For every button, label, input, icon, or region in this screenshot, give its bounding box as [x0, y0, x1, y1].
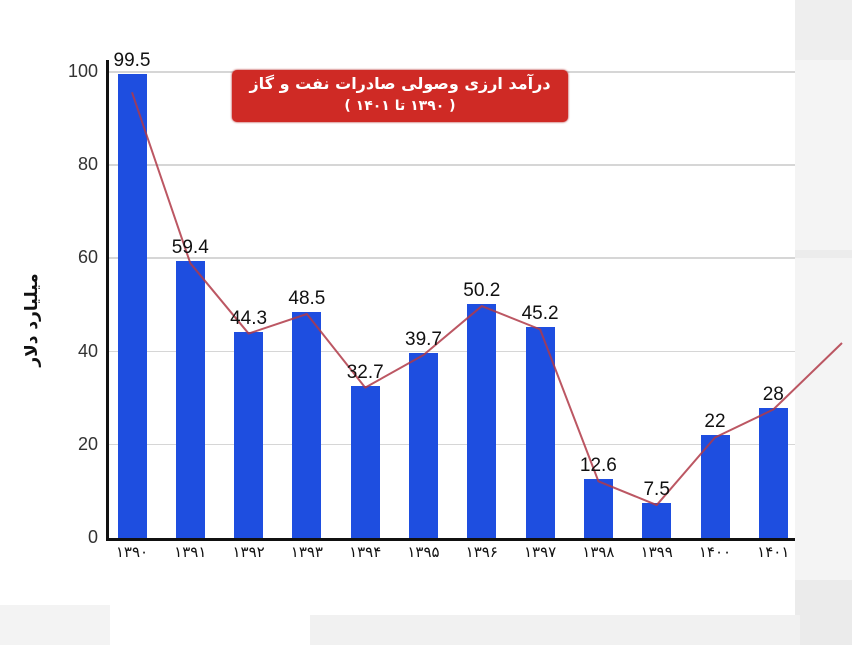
bar	[467, 304, 497, 538]
bar	[583, 479, 613, 538]
value-label: 39.7	[405, 328, 442, 350]
y-axis	[106, 60, 109, 541]
value-label: 45.2	[521, 303, 559, 325]
x-tick-label: ۱۳۹۷	[523, 543, 557, 561]
chart-subtitle: ( ۱۳۹۰ تا ۱۴۰۱ )	[344, 98, 456, 114]
value-label: 44.3	[230, 307, 268, 329]
y-tick-label: 40	[77, 340, 98, 361]
bar	[350, 385, 380, 538]
bar	[758, 407, 788, 538]
x-tick-label: ۱۳۹۰	[115, 543, 149, 561]
bar	[642, 503, 672, 538]
bar	[700, 435, 730, 538]
bar	[117, 74, 147, 538]
value-label: 7.5	[643, 479, 670, 501]
x-tick-label: ۱۳۹۳	[290, 543, 323, 561]
x-tick-label: ۱۳۹۵	[407, 543, 440, 561]
bar	[234, 331, 264, 538]
x-tick-label: ۱۴۰۱	[757, 543, 790, 561]
x-tick-label: ۱۳۹۹	[640, 543, 673, 561]
background-strip	[795, 0, 852, 645]
x-axis	[106, 538, 795, 541]
gridline	[109, 350, 795, 353]
value-label: 99.5	[113, 50, 151, 72]
value-label: 28	[762, 383, 784, 405]
y-tick-label: 80	[77, 154, 98, 175]
background-strip-bottom	[0, 605, 110, 645]
x-tick-label: ۱۳۹۲	[232, 543, 265, 561]
value-label: 32.7	[346, 361, 384, 383]
chart-title: درآمد ارزی وصولی صادرات نفت و گاز	[249, 74, 551, 93]
y-tick-label: 0	[87, 527, 98, 547]
value-label: 59.4	[171, 237, 209, 259]
y-tick-label: 100	[67, 61, 98, 81]
bar	[525, 327, 555, 538]
y-tick-label: 60	[77, 247, 98, 268]
value-label: 48.5	[288, 287, 326, 309]
y-tick-label: 20	[77, 433, 98, 454]
x-tick-label: ۱۳۹۱	[174, 543, 207, 561]
bar	[175, 261, 205, 538]
bar	[409, 352, 438, 538]
x-tick-label: ۱۴۰۰	[698, 543, 732, 561]
x-tick-label: ۱۳۹۶	[465, 543, 498, 561]
value-label: 12.6	[579, 455, 617, 477]
gridline	[109, 164, 795, 166]
gridline	[109, 443, 795, 446]
x-tick-label: ۱۳۹۸	[582, 543, 615, 561]
bar	[292, 311, 322, 538]
value-label: 50.2	[463, 280, 501, 302]
gridline	[109, 257, 795, 259]
x-tick-label: ۱۳۹۴	[349, 543, 382, 561]
value-label: 22	[704, 411, 726, 433]
background-strip-bottom	[310, 615, 800, 645]
chart-title-box: درآمد ارزی وصولی صادرات نفت و گاز ( ۱۳۹۰…	[232, 70, 568, 122]
